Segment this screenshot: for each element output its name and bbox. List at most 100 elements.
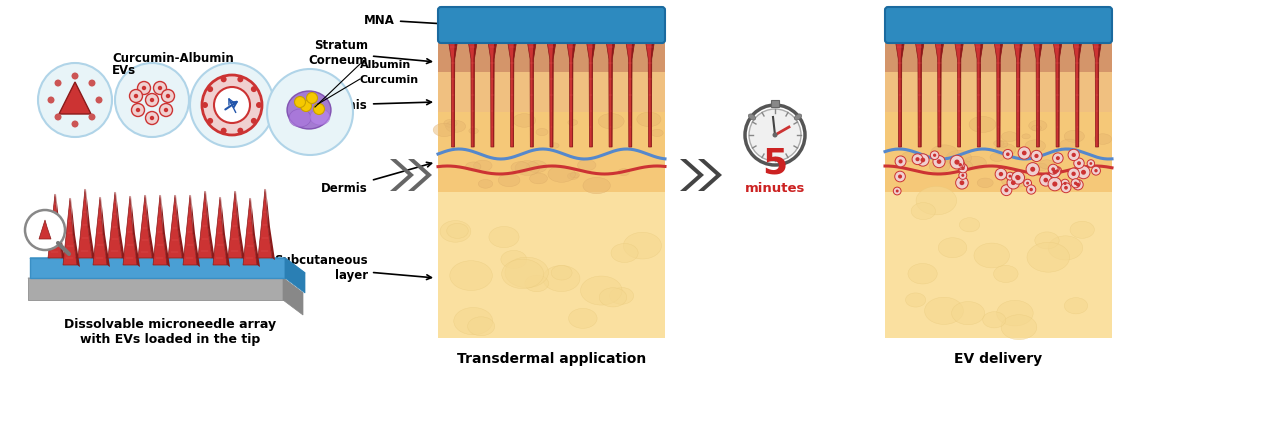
Circle shape — [1030, 167, 1035, 172]
Circle shape — [1008, 175, 1011, 178]
Circle shape — [1030, 188, 1033, 191]
Circle shape — [1076, 183, 1080, 187]
Polygon shape — [1013, 38, 1024, 147]
Ellipse shape — [1044, 171, 1055, 178]
Circle shape — [301, 101, 311, 111]
Ellipse shape — [1039, 160, 1054, 169]
Ellipse shape — [1064, 298, 1087, 314]
Circle shape — [146, 93, 159, 107]
Polygon shape — [999, 38, 1003, 147]
Circle shape — [1007, 176, 1020, 189]
Polygon shape — [585, 38, 596, 147]
Bar — [110, 252, 119, 258]
Circle shape — [1040, 174, 1052, 186]
Circle shape — [202, 102, 208, 108]
Circle shape — [961, 166, 965, 170]
Circle shape — [202, 75, 262, 135]
Circle shape — [998, 172, 1003, 176]
Polygon shape — [284, 258, 305, 293]
Circle shape — [916, 157, 919, 161]
Circle shape — [955, 176, 968, 189]
Circle shape — [1031, 150, 1043, 162]
FancyBboxPatch shape — [885, 7, 1113, 43]
Ellipse shape — [993, 265, 1019, 283]
Ellipse shape — [569, 308, 597, 329]
Ellipse shape — [433, 123, 455, 137]
Ellipse shape — [994, 144, 1016, 156]
Circle shape — [1055, 169, 1059, 172]
Polygon shape — [123, 196, 137, 265]
Ellipse shape — [916, 187, 956, 215]
Circle shape — [895, 171, 906, 182]
Circle shape — [221, 128, 226, 134]
Circle shape — [1073, 179, 1083, 190]
Circle shape — [55, 80, 61, 86]
Ellipse shape — [611, 243, 638, 262]
Ellipse shape — [578, 160, 596, 171]
Ellipse shape — [568, 173, 578, 179]
Polygon shape — [190, 195, 199, 267]
Ellipse shape — [624, 232, 662, 259]
Polygon shape — [532, 38, 537, 147]
Ellipse shape — [570, 172, 579, 178]
Ellipse shape — [911, 203, 936, 220]
Ellipse shape — [931, 145, 958, 162]
Ellipse shape — [444, 120, 457, 127]
Circle shape — [1026, 185, 1036, 194]
Bar — [438, 72, 665, 112]
Polygon shape — [168, 195, 182, 258]
Text: Dermis: Dermis — [321, 162, 432, 194]
Circle shape — [38, 63, 112, 137]
Bar — [230, 252, 240, 258]
Circle shape — [1053, 170, 1057, 174]
Circle shape — [1087, 160, 1095, 167]
Polygon shape — [1092, 38, 1102, 147]
Ellipse shape — [599, 288, 626, 307]
Ellipse shape — [1029, 120, 1046, 131]
Ellipse shape — [930, 160, 950, 172]
Text: Stratum
Corneum: Stratum Corneum — [309, 39, 432, 67]
Circle shape — [898, 160, 903, 163]
Polygon shape — [229, 191, 243, 258]
Ellipse shape — [908, 264, 937, 284]
Circle shape — [237, 128, 244, 134]
Circle shape — [132, 104, 145, 117]
Circle shape — [1064, 186, 1068, 190]
Circle shape — [1053, 181, 1058, 187]
Polygon shape — [895, 38, 906, 147]
Circle shape — [933, 154, 936, 157]
Bar — [80, 252, 90, 258]
Circle shape — [1071, 179, 1081, 188]
Bar — [771, 100, 779, 107]
Ellipse shape — [977, 178, 993, 187]
Ellipse shape — [997, 301, 1034, 326]
Polygon shape — [198, 191, 212, 258]
Circle shape — [921, 158, 926, 162]
Polygon shape — [243, 198, 257, 265]
Circle shape — [1074, 181, 1077, 185]
Polygon shape — [679, 159, 704, 191]
Polygon shape — [493, 38, 498, 147]
Ellipse shape — [547, 166, 575, 182]
Ellipse shape — [580, 276, 622, 305]
Ellipse shape — [1025, 140, 1045, 152]
Circle shape — [933, 156, 945, 168]
Polygon shape — [1072, 38, 1082, 147]
Text: 5: 5 — [762, 146, 787, 180]
Ellipse shape — [453, 307, 493, 335]
Ellipse shape — [516, 161, 540, 175]
Circle shape — [146, 111, 159, 125]
Text: MNA: MNA — [364, 13, 458, 27]
Polygon shape — [146, 195, 155, 260]
Circle shape — [961, 174, 964, 177]
Text: Curcumin: Curcumin — [359, 75, 419, 85]
Ellipse shape — [993, 140, 1005, 147]
Text: Subcutaneous
layer: Subcutaneous layer — [274, 254, 432, 282]
Ellipse shape — [500, 250, 527, 268]
Circle shape — [772, 132, 777, 138]
Polygon shape — [1033, 38, 1043, 147]
Polygon shape — [183, 195, 197, 265]
Ellipse shape — [997, 141, 1008, 147]
Polygon shape — [467, 38, 478, 147]
Polygon shape — [650, 38, 655, 147]
